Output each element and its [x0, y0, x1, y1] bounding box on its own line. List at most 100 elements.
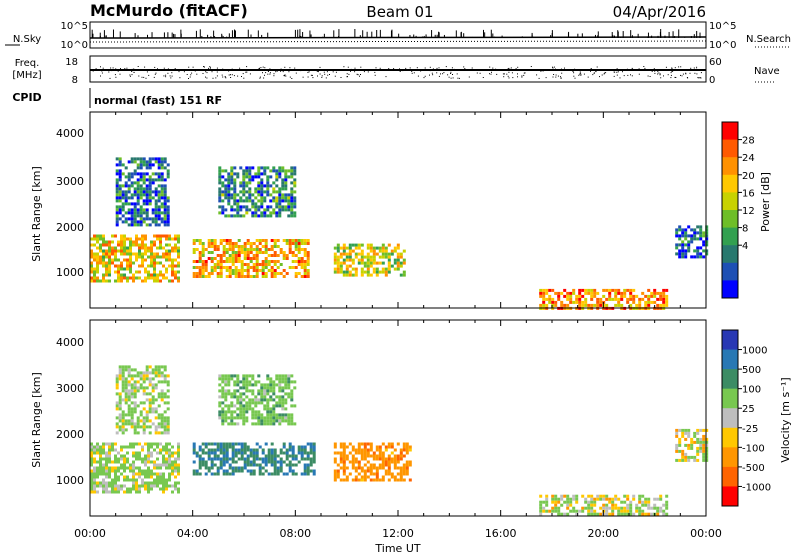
velocity-cell: [102, 484, 105, 488]
velocity-cell: [647, 512, 651, 516]
velocity-cell: [384, 448, 388, 452]
velocity-cell: [288, 445, 292, 449]
power-cell: [145, 163, 149, 167]
velocity-cell: [572, 497, 576, 501]
velocity-cell: [554, 509, 558, 513]
velocity-cell: [387, 460, 391, 464]
power-cell: [96, 261, 99, 265]
velocity-cell: [233, 422, 237, 426]
power-cell: [605, 297, 609, 301]
power-cell: [150, 264, 153, 268]
power-cell: [278, 172, 282, 176]
nave-point: [685, 72, 687, 74]
power-cell: [263, 172, 267, 176]
nave-point: [503, 73, 505, 75]
power-cell: [127, 187, 131, 191]
velocity-cell: [102, 451, 105, 455]
velocity-cell: [147, 466, 150, 470]
power-cell: [696, 255, 700, 259]
freq-tick-low: 8: [72, 75, 78, 86]
velocity-cell: [144, 469, 147, 473]
velocity-cell: [136, 389, 140, 393]
velocity-cell: [93, 469, 96, 473]
velocity-cell: [366, 451, 370, 455]
velocity-cell: [357, 463, 361, 467]
velocity-cell: [390, 460, 394, 464]
power-cell: [245, 205, 249, 209]
velocity-cell: [239, 401, 243, 405]
velocity-cell: [675, 431, 679, 435]
power-cell: [632, 288, 636, 292]
nave-point: [119, 73, 121, 75]
power-cell: [662, 303, 666, 307]
velocity-cell: [218, 404, 222, 408]
velocity-cell: [156, 475, 159, 479]
power-cell: [115, 181, 119, 185]
power-cell: [554, 291, 558, 295]
velocity-cell: [115, 431, 119, 435]
velocity-cell: [339, 478, 343, 482]
velocity-cell: [266, 374, 270, 378]
power-cell: [213, 257, 217, 260]
power-cell: [248, 172, 252, 176]
velocity-cell: [254, 404, 258, 408]
power-cell: [227, 199, 231, 203]
power-cell: [114, 249, 117, 253]
power-cell: [177, 270, 180, 274]
power-cell: [375, 246, 379, 250]
power-cell: [105, 243, 108, 247]
velocity-cell: [150, 460, 153, 464]
velocity-cell: [127, 404, 131, 408]
power-cell: [120, 240, 123, 244]
velocity-cell: [115, 380, 119, 384]
velocity-cell: [148, 431, 152, 435]
velocity-cell: [142, 425, 146, 429]
velocity-cell: [118, 419, 122, 423]
power-cell: [702, 249, 706, 253]
power-cell: [115, 208, 119, 212]
power-cell: [372, 270, 376, 274]
nave-point: [638, 68, 640, 70]
velocity-cell: [699, 443, 703, 447]
velocity-cell: [222, 451, 226, 455]
velocity-cell: [309, 469, 313, 473]
power-cell: [150, 261, 153, 265]
power-cell: [127, 223, 131, 227]
velocity-cell: [93, 478, 96, 482]
power-cell: [381, 270, 385, 274]
nave-point: [643, 66, 645, 67]
velocity-cell: [542, 509, 546, 513]
velocity-cell: [163, 431, 167, 435]
power-cell: [629, 294, 633, 298]
velocity-cell: [160, 425, 164, 429]
power-cell: [342, 243, 346, 247]
time-axis-title: Time UT: [374, 542, 420, 554]
power-cell: [118, 184, 122, 188]
power-cell: [228, 269, 232, 272]
power-colorbar-segment: [722, 227, 738, 246]
power-cell: [575, 297, 579, 301]
velocity-cell: [171, 451, 174, 455]
power-cell: [693, 234, 697, 238]
power-cell: [129, 252, 132, 256]
power-cell: [245, 181, 249, 185]
velocity-cell: [218, 389, 222, 393]
nave-point: [671, 70, 672, 72]
nave-point: [316, 70, 318, 72]
velocity-cell: [165, 451, 168, 455]
power-cell: [117, 243, 120, 247]
power-cell: [255, 257, 259, 260]
velocity-cell: [148, 419, 152, 423]
power-cell: [281, 166, 285, 170]
velocity-cell: [130, 425, 134, 429]
power-cell: [111, 234, 114, 238]
velocity-cell: [165, 460, 168, 464]
velocity-cell: [135, 490, 138, 494]
velocity-cell: [551, 494, 555, 498]
power-cell: [115, 163, 119, 167]
velocity-cell: [291, 469, 295, 473]
nave-point: [510, 67, 512, 69]
power-cell: [160, 172, 164, 176]
power-cell: [294, 242, 298, 245]
nave-point: [170, 77, 172, 79]
